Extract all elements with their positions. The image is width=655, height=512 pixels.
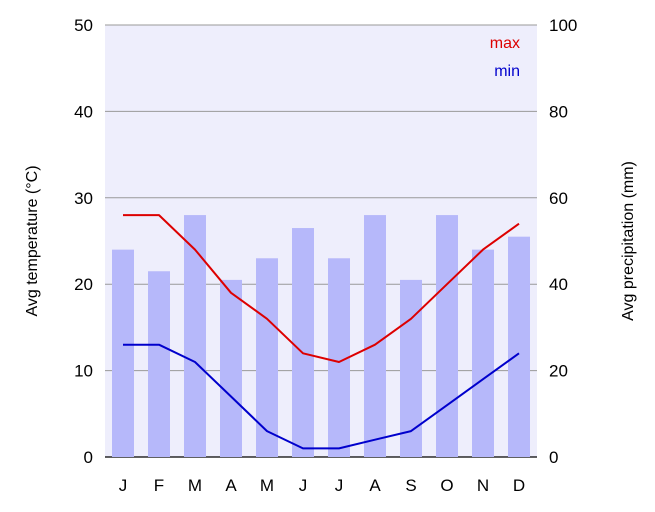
- plot-background: [105, 25, 537, 457]
- right-tick-label: 20: [549, 362, 568, 381]
- legend-entry-min: min: [494, 63, 520, 80]
- left-tick-label: 50: [74, 16, 93, 35]
- precipitation-bar: [148, 271, 170, 457]
- grid-lines: [105, 24, 537, 458]
- x-tick-label: M: [188, 476, 202, 495]
- left-tick-label: 30: [74, 189, 93, 208]
- x-tick-label: A: [369, 476, 381, 495]
- series-line-max: [123, 214, 520, 363]
- left-tick-label: 40: [74, 102, 93, 121]
- right-axis-ticks: 0 20 40 60 80 100: [549, 16, 577, 467]
- left-axis-ticks: 0 10 20 30 40 50: [74, 16, 93, 467]
- x-tick-label: O: [440, 476, 453, 495]
- precipitation-bar: [436, 215, 458, 457]
- precipitation-bar: [400, 279, 422, 457]
- precipitation-bar: [256, 258, 278, 457]
- precipitation-bar: [220, 279, 242, 457]
- x-tick-label: A: [225, 476, 237, 495]
- series-line-min: [123, 343, 520, 450]
- x-tick-label: J: [335, 476, 344, 495]
- legend: max min: [490, 35, 520, 80]
- left-axis-title: Avg temperature (°C): [24, 165, 41, 316]
- precipitation-bar: [364, 215, 386, 457]
- precipitation-bar: [508, 236, 530, 457]
- right-axis-title: Avg precipitation (mm): [620, 161, 637, 321]
- precipitation-bar: [184, 215, 206, 457]
- x-tick-label: J: [299, 476, 308, 495]
- x-tick-label: M: [260, 476, 274, 495]
- precipitation-bars: [112, 215, 530, 457]
- left-tick-label: 20: [74, 275, 93, 294]
- right-tick-label: 40: [549, 275, 568, 294]
- right-tick-label: 80: [549, 102, 568, 121]
- precipitation-bar: [292, 228, 314, 457]
- precipitation-bar: [472, 249, 494, 457]
- precipitation-bar: [112, 249, 134, 457]
- right-tick-label: 100: [549, 16, 577, 35]
- x-tick-label: S: [405, 476, 416, 495]
- x-tick-label: D: [513, 476, 525, 495]
- x-tick-label: J: [119, 476, 128, 495]
- x-tick-label: N: [477, 476, 489, 495]
- right-tick-label: 60: [549, 189, 568, 208]
- legend-entry-max: max: [490, 35, 520, 52]
- left-tick-label: 0: [84, 448, 93, 467]
- left-tick-label: 10: [74, 362, 93, 381]
- right-tick-label: 0: [549, 448, 558, 467]
- precipitation-bar: [328, 258, 350, 457]
- temperature-lines: [123, 214, 520, 450]
- x-tick-label: F: [154, 476, 164, 495]
